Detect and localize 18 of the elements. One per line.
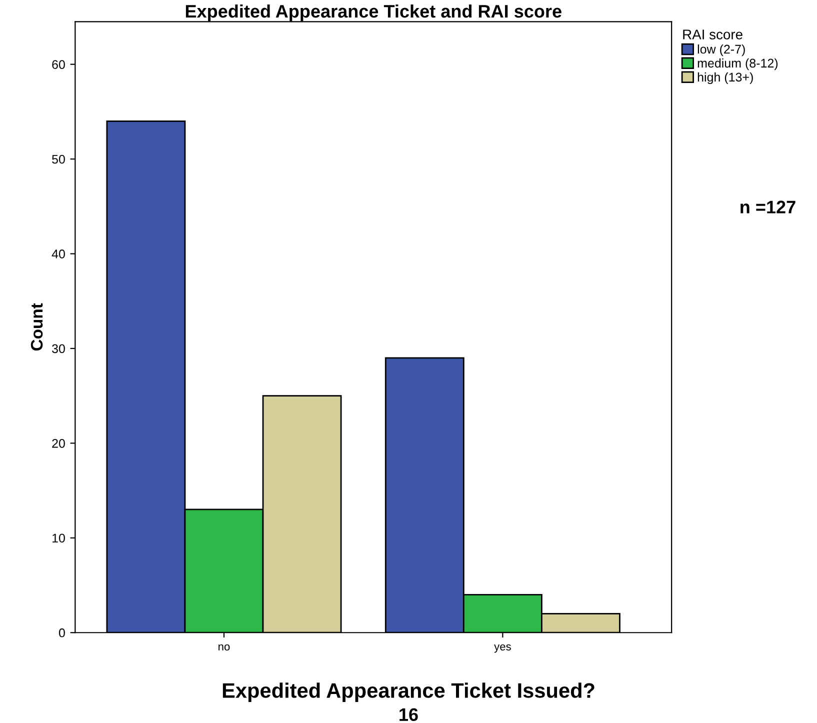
y-tick-label: 40 (52, 250, 65, 258)
chart-title: Expedited Appearance Ticket and RAI score (186, 4, 562, 22)
text: 16 (400, 708, 418, 722)
x-axis-title: Expedited Appearance Ticket Issued? (222, 682, 594, 702)
legend-label: medium (8-12) (698, 58, 778, 70)
legend-label: high (13+) (698, 72, 753, 84)
y-tick-label: 20 (52, 438, 65, 448)
legend-title: RAI score (683, 30, 742, 40)
y-tick-label: 50 (52, 154, 65, 164)
y-tick-label: 30 (52, 344, 65, 354)
y-tick-label: 60 (52, 60, 65, 69)
text: n =127 (740, 200, 796, 214)
x-tick-label: yes (494, 644, 511, 653)
y-tick-label: 0 (58, 628, 65, 638)
x-tick-label: no (218, 644, 230, 651)
y-tick-label: 10 (52, 534, 65, 543)
y-axis-title: Count (30, 303, 43, 351)
legend-label: low (2-7) (698, 44, 745, 56)
